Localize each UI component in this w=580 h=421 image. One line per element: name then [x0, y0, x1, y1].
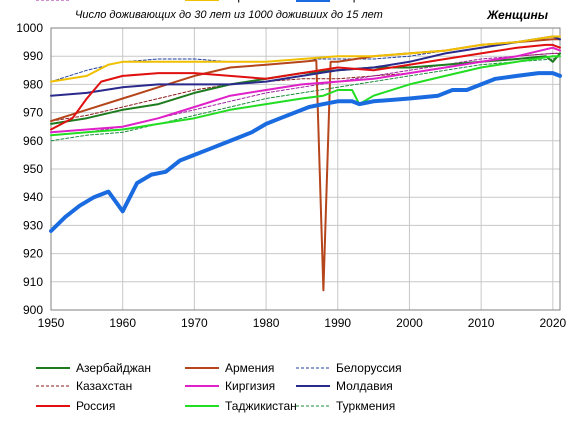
legend-label: Казахстан: [76, 379, 132, 393]
y-tick-label: 1000: [16, 21, 43, 35]
legend-label: Таджикистан: [225, 399, 297, 413]
x-tick-label: 1990: [324, 316, 351, 330]
series-line: [50, 38, 561, 292]
axes: 900 910 920 930 940 950 960 970 980 990 1000 1950 19…: [16, 21, 566, 330]
y-tick-label: 960: [23, 134, 43, 148]
series-lines: [49, 35, 562, 292]
series-line: [50, 52, 561, 125]
chart-title: Число доживающих до 30 лет из 1000 дожив…: [75, 9, 383, 21]
legend-label: Белоруссия: [336, 361, 402, 375]
y-tick-label: 910: [23, 275, 43, 289]
x-tick-label: 2010: [468, 316, 495, 330]
y-tick-label: 930: [23, 218, 43, 232]
x-tick-label: 1970: [181, 316, 208, 330]
legend-label: Армения: [225, 361, 274, 375]
legend-label: Киргизия: [225, 379, 275, 393]
legend: Азербайджан Армения Белоруссия Казахстан Кир…: [36, 0, 402, 413]
plot-frame: [50, 27, 561, 311]
series-line: [50, 55, 561, 137]
y-tick-label: 950: [23, 162, 43, 176]
legend-label: Мир: [336, 0, 360, 3]
legend-label: Узбекистан: [76, 0, 138, 3]
legend-label: Украина: [225, 0, 271, 3]
legend-label: Молдавия: [336, 379, 393, 393]
legend-label: Россия: [76, 399, 115, 413]
series-line: [50, 35, 561, 97]
x-tick-label: 1950: [38, 316, 65, 330]
x-tick-label: 2020: [539, 316, 566, 330]
series-line: [50, 55, 561, 142]
y-tick-label: 980: [23, 77, 43, 91]
y-tick-label: 970: [23, 106, 43, 120]
y-tick-label: 920: [23, 247, 43, 261]
series-line: [49, 71, 562, 233]
y-tick-label: 990: [23, 49, 43, 63]
series-line: [50, 35, 561, 83]
series-line: [50, 52, 561, 136]
series-line: [50, 43, 561, 131]
y-tick-label: 940: [23, 190, 43, 204]
grid: [50, 27, 560, 311]
x-tick-label: 1960: [109, 316, 136, 330]
x-tick-label: 1980: [253, 316, 280, 330]
x-tick-label: 2000: [396, 316, 423, 330]
chart-subtitle: Женщины: [486, 8, 549, 22]
legend-label: Азербайджан: [76, 361, 151, 375]
legend-label: Туркмения: [336, 399, 395, 413]
series-line: [50, 46, 561, 134]
y-tick-label: 900: [23, 303, 43, 317]
